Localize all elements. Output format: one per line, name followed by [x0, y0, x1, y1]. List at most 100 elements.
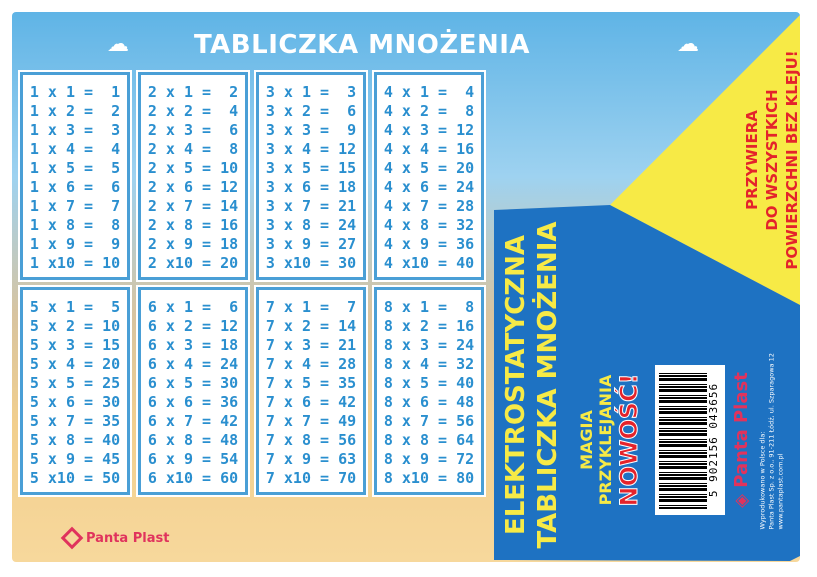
table-row: 2 x 6 = 12 [147, 178, 239, 196]
table-row: 3 x 1 = 3 [265, 83, 357, 101]
tagline-line-1: MAGIA [577, 410, 596, 470]
table-row: 8 x 1 = 8 [383, 298, 475, 316]
claim: PRZYWIERA DO WSZYSTKICH POWIERZCHNI BEZ … [742, 40, 802, 280]
table-row: 1 x 3 = 3 [29, 121, 121, 139]
table-row: 7 x10 = 70 [265, 469, 357, 487]
table-row: 5 x 6 = 30 [29, 393, 121, 411]
table-row: 8 x 3 = 24 [383, 336, 475, 354]
table-row: 5 x 4 = 20 [29, 355, 121, 373]
brand-name: Panta Plast [86, 530, 170, 546]
table-row: 2 x 2 = 4 [147, 102, 239, 120]
table-row: 2 x10 = 20 [147, 254, 239, 272]
table-row: 2 x 8 = 16 [147, 216, 239, 234]
table-row: 3 x 4 = 12 [265, 140, 357, 158]
brand-logo: Panta Plast [60, 526, 170, 550]
yellow-triangle [610, 15, 800, 305]
table-row: 6 x 1 = 6 [147, 298, 239, 316]
table-row: 1 x 1 = 1 [29, 83, 121, 101]
table-row: 7 x 6 = 42 [265, 393, 357, 411]
table-row: 4 x 6 = 24 [383, 178, 475, 196]
table-row: 2 x 4 = 8 [147, 140, 239, 158]
address-line: Panta Plast Sp. z o.o., 91-211 Łódź, ul.… [767, 353, 776, 530]
table-row: 4 x 9 = 36 [383, 235, 475, 253]
table-row: 6 x 3 = 18 [147, 336, 239, 354]
table-row: 4 x 8 = 32 [383, 216, 475, 234]
table-row: 5 x 9 = 45 [29, 450, 121, 468]
table-row: 8 x 5 = 40 [383, 374, 475, 392]
table-row: 5 x10 = 50 [29, 469, 121, 487]
table-row: 2 x 5 = 10 [147, 159, 239, 177]
table-row: 2 x 3 = 6 [147, 121, 239, 139]
headline-line-2: TABLICZKA MNOŻENIA [533, 221, 563, 549]
table-row: 4 x 4 = 16 [383, 140, 475, 158]
table-row: 4 x 1 = 4 [383, 83, 475, 101]
table-row: 8 x 9 = 72 [383, 450, 475, 468]
table-row: 2 x 1 = 2 [147, 83, 239, 101]
table-row: 5 x 5 = 25 [29, 374, 121, 392]
table-row: 8 x 6 = 48 [383, 393, 475, 411]
barcode-bars [659, 371, 707, 509]
table-row: 2 x 9 = 18 [147, 235, 239, 253]
overlay-brand-name: Panta Plast [731, 372, 752, 488]
table-row: 5 x 3 = 15 [29, 336, 121, 354]
table-row: 7 x 5 = 35 [265, 374, 357, 392]
table-row: 6 x 9 = 54 [147, 450, 239, 468]
table-row: 3 x10 = 30 [265, 254, 357, 272]
table-row: 6 x 2 = 12 [147, 317, 239, 335]
table-row: 5 x 2 = 10 [29, 317, 121, 335]
table-row: 6 x10 = 60 [147, 469, 239, 487]
table-row: 3 x 7 = 21 [265, 197, 357, 215]
board-title: TABLICZKA MNOŻENIA [193, 30, 531, 60]
table-row: 7 x 2 = 14 [265, 317, 357, 335]
table-row: 2 x 7 = 14 [147, 197, 239, 215]
table-row: 4 x 7 = 28 [383, 197, 475, 215]
address-line: Wyprodukowano w Polsce dla: [758, 431, 767, 530]
table-row: 8 x 8 = 64 [383, 431, 475, 449]
table-row: 7 x 9 = 63 [265, 450, 357, 468]
cloud-icon: ☁ [107, 32, 129, 57]
table-row: 1 x 9 = 9 [29, 235, 121, 253]
table-row: 7 x 3 = 21 [265, 336, 357, 354]
table-row: 3 x 9 = 27 [265, 235, 357, 253]
headline-line-1: ELEKTROSTATYCZNA [501, 234, 531, 536]
table-row: 8 x 2 = 16 [383, 317, 475, 335]
table-row: 6 x 5 = 30 [147, 374, 239, 392]
table-row: 7 x 1 = 7 [265, 298, 357, 316]
table-row: 1 x 8 = 8 [29, 216, 121, 234]
cloud-icon: ☁ [677, 32, 699, 57]
tagline: MAGIA PRZYKLEJANIA NOWOŚĆ! [577, 365, 644, 515]
table-row: 4 x 3 = 12 [383, 121, 475, 139]
table-row: 5 x 7 = 35 [29, 412, 121, 430]
table-row: 6 x 4 = 24 [147, 355, 239, 373]
table-row: 5 x 1 = 5 [29, 298, 121, 316]
claim-line-3: POWIERZCHNI BEZ KLEJU! [783, 50, 801, 270]
table-row: 7 x 4 = 28 [265, 355, 357, 373]
barcode: 5 902156 043656 [655, 365, 725, 515]
table-row: 1 x 4 = 4 [29, 140, 121, 158]
table-row: 4 x 5 = 20 [383, 159, 475, 177]
table-row: 8 x10 = 80 [383, 469, 475, 487]
table-row: 3 x 5 = 15 [265, 159, 357, 177]
table-row: 8 x 4 = 32 [383, 355, 475, 373]
address: Wyprodukowano w Polsce dla: Panta Plast … [758, 350, 786, 530]
table-row: 3 x 6 = 18 [265, 178, 357, 196]
table-row: 1 x10 = 10 [29, 254, 121, 272]
table-row: 1 x 5 = 5 [29, 159, 121, 177]
table-row: 1 x 7 = 7 [29, 197, 121, 215]
address-line: www.pantaplast.com.pl [776, 453, 785, 530]
table-row: 8 x 7 = 56 [383, 412, 475, 430]
table-row: 3 x 3 = 9 [265, 121, 357, 139]
table-row: 3 x 2 = 6 [265, 102, 357, 120]
tagline-line-2: PRZYKLEJANIA [596, 374, 615, 506]
table-row: 4 x10 = 40 [383, 254, 475, 272]
new-badge: NOWOŚĆ! [615, 373, 644, 507]
table-row: 5 x 8 = 40 [29, 431, 121, 449]
headline: ELEKTROSTATYCZNA TABLICZKA MNOŻENIA [500, 215, 564, 555]
